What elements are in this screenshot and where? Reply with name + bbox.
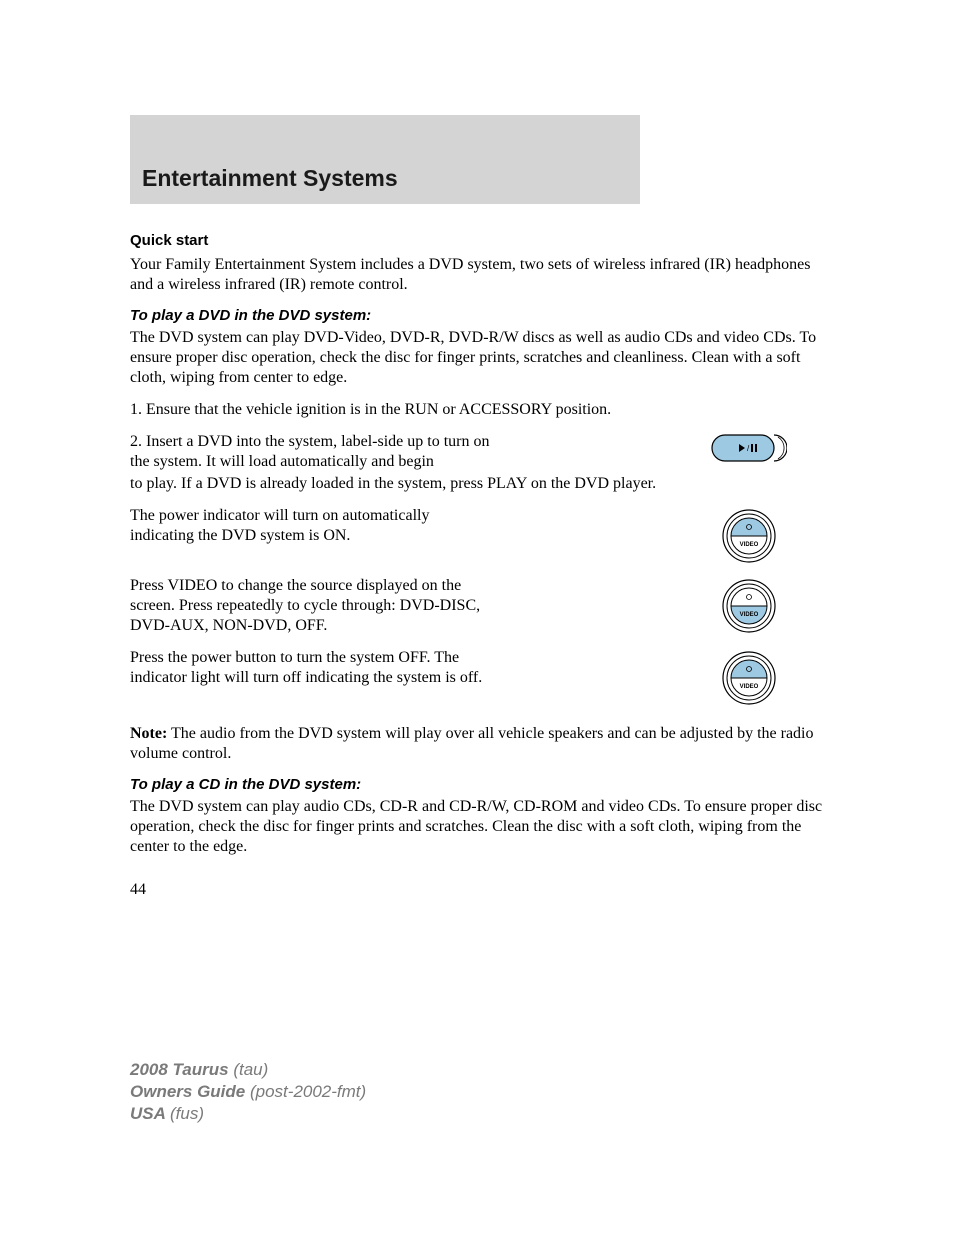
play-dvd-heading: To play a DVD in the DVD system: [130, 307, 824, 324]
quick-start-heading: Quick start [130, 232, 824, 249]
quick-start-intro: Your Family Entertainment System include… [130, 255, 824, 295]
footer: 2008 Taurus (tau) Owners Guide (post-200… [130, 1059, 366, 1125]
note-body: The audio from the DVD system will play … [130, 725, 814, 762]
svg-text:VIDEO: VIDEO [740, 542, 759, 548]
video-cycle-text: Press VIDEO to change the source display… [130, 576, 490, 636]
play-dvd-step2a: 2. Insert a DVD into the system, label-s… [130, 432, 490, 472]
power-on-text: The power indicator will turn on automat… [130, 506, 490, 546]
video-button-on-icon: VIDEO [674, 506, 824, 564]
footer-line1-reg: (tau) [233, 1060, 268, 1079]
play-dvd-step2b: to play. If a DVD is already loaded in t… [130, 474, 824, 494]
footer-line3-bold: USA [130, 1104, 170, 1123]
svg-text:VIDEO: VIDEO [740, 612, 759, 618]
section-title: Entertainment Systems [142, 165, 640, 192]
play-cd-heading: To play a CD in the DVD system: [130, 776, 824, 793]
play-pause-button-icon: / [674, 432, 824, 462]
video-button-off-icon: VIDEO [674, 648, 824, 706]
play-cd-p1: The DVD system can play audio CDs, CD-R … [130, 797, 824, 857]
svg-text:VIDEO: VIDEO [740, 684, 759, 690]
footer-line1-bold: 2008 Taurus [130, 1060, 233, 1079]
page-number: 44 [130, 881, 824, 899]
footer-line2-bold: Owners Guide [130, 1082, 250, 1101]
note-text: Note: The audio from the DVD system will… [130, 724, 824, 764]
play-dvd-p1: The DVD system can play DVD-Video, DVD-R… [130, 328, 824, 388]
note-label: Note: [130, 725, 167, 742]
footer-line2-reg: (post-2002-fmt) [250, 1082, 366, 1101]
play-dvd-step1: 1. Ensure that the vehicle ignition is i… [130, 400, 824, 420]
header-band: Entertainment Systems [130, 115, 640, 204]
power-off-text: Press the power button to turn the syste… [130, 648, 490, 688]
video-button-cycle-icon: VIDEO [674, 576, 824, 634]
footer-line3-reg: (fus) [170, 1104, 204, 1123]
